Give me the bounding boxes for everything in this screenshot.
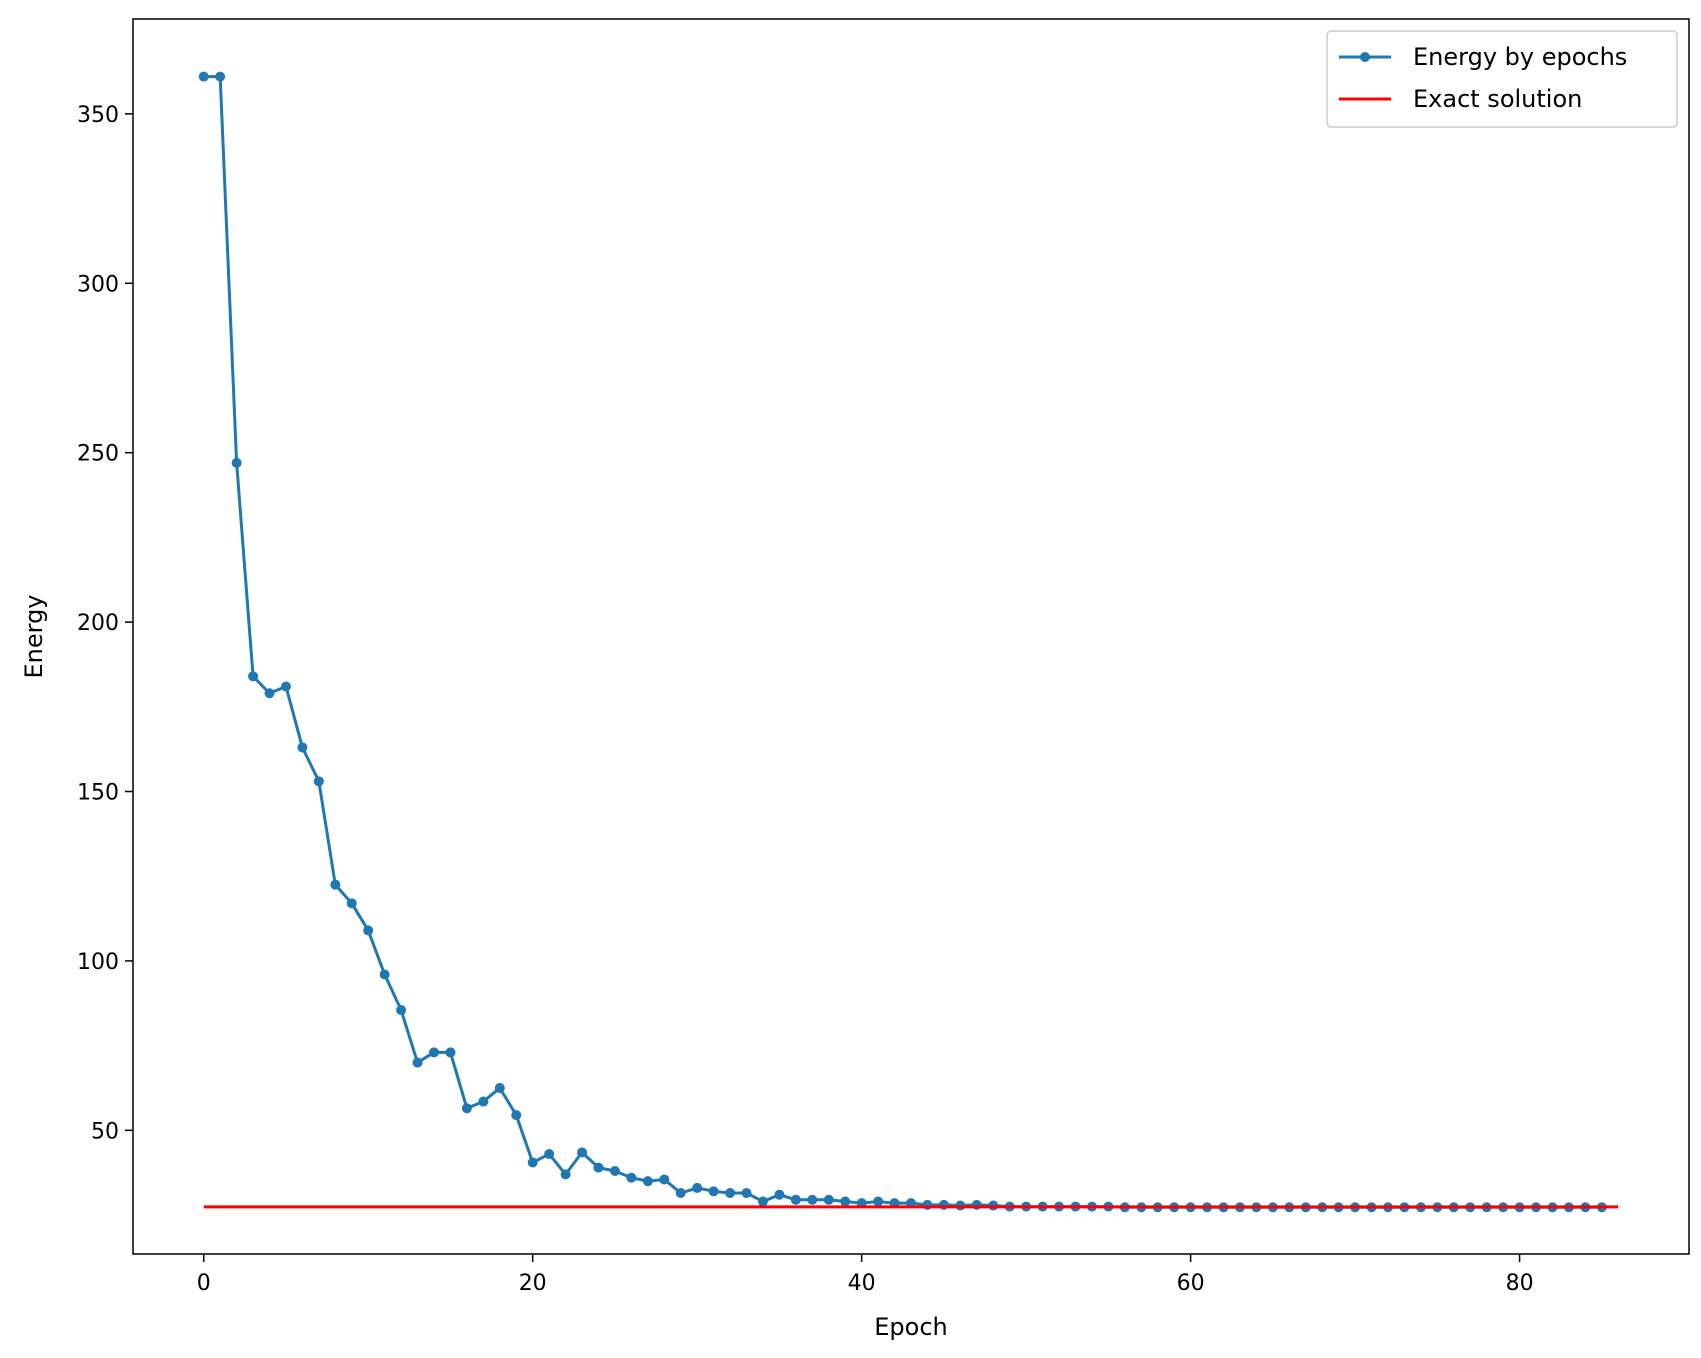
x-tick-label: 80 [1506, 1271, 1534, 1296]
data-point [330, 879, 341, 890]
legend-box [1326, 30, 1678, 128]
legend: Energy by epochs Exact solution [1326, 30, 1678, 128]
data-point [873, 1196, 884, 1207]
x-tick-label: 40 [848, 1271, 876, 1296]
data-point [198, 71, 209, 82]
data-point [708, 1186, 719, 1197]
data-point [642, 1176, 653, 1187]
data-point [313, 776, 324, 787]
data-point [659, 1174, 670, 1185]
y-tick-label: 350 [77, 103, 119, 128]
legend-label: Energy by epochs [1413, 43, 1627, 71]
data-point [429, 1047, 440, 1058]
legend-marker [1360, 52, 1370, 62]
data-point [379, 969, 390, 980]
data-point [396, 1005, 407, 1016]
data-point [626, 1172, 637, 1183]
data-point [577, 1147, 588, 1158]
data-point [215, 71, 226, 82]
x-axis-label: Epoch [874, 1313, 948, 1341]
data-point [544, 1149, 555, 1160]
y-tick-label: 50 [91, 1119, 119, 1144]
y-tick-label: 250 [77, 442, 119, 467]
data-point [248, 671, 259, 682]
y-axis-label: Energy [20, 594, 48, 678]
y-tick-label: 300 [77, 272, 119, 297]
data-point [231, 457, 242, 468]
data-point [297, 742, 308, 753]
data-point [527, 1157, 538, 1168]
data-point [774, 1189, 785, 1200]
legend-label: Exact solution [1413, 85, 1582, 113]
data-point [741, 1188, 752, 1199]
data-point [280, 681, 291, 692]
data-point [675, 1188, 686, 1199]
y-axis: 50 100 150 200 250 300 350 [77, 103, 133, 1144]
data-point [609, 1165, 620, 1176]
data-point [346, 898, 357, 909]
x-tick-label: 60 [1177, 1271, 1205, 1296]
x-axis: 0 20 40 60 80 [197, 1254, 1534, 1296]
data-point [412, 1057, 423, 1068]
series-layer [198, 71, 1619, 1213]
data-point [807, 1194, 818, 1205]
data-point [593, 1162, 604, 1173]
y-tick-label: 200 [77, 611, 119, 636]
y-tick-label: 150 [77, 781, 119, 806]
data-point [445, 1047, 456, 1058]
data-point [692, 1182, 703, 1193]
legend-items: Energy by epochs Exact solution [1339, 43, 1627, 113]
data-point [790, 1194, 801, 1205]
data-point [461, 1103, 472, 1114]
data-point [511, 1110, 522, 1121]
data-point [823, 1194, 834, 1205]
x-tick-label: 0 [197, 1271, 211, 1296]
data-point [478, 1096, 489, 1107]
data-point [363, 925, 374, 936]
data-point [725, 1188, 736, 1199]
data-point [264, 688, 275, 699]
plot-frame [132, 18, 1690, 1255]
data-point [494, 1082, 505, 1093]
data-point [840, 1196, 851, 1207]
data-point [757, 1196, 768, 1207]
x-tick-label: 20 [519, 1271, 547, 1296]
data-point [560, 1169, 571, 1180]
y-tick-label: 100 [77, 950, 119, 975]
